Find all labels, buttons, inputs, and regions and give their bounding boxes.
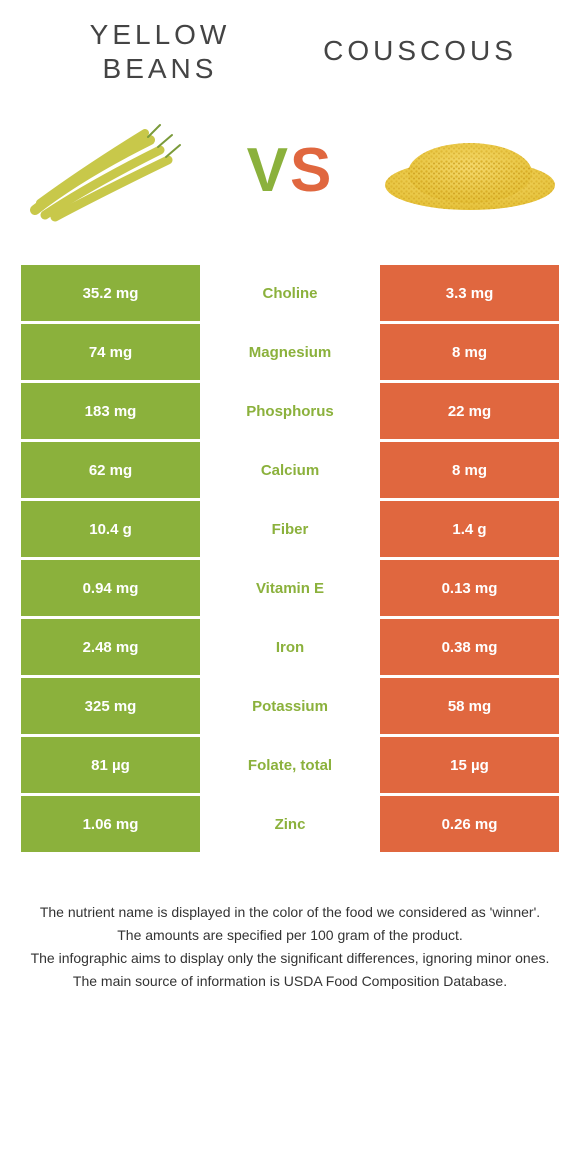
hero-row: VS [0, 105, 580, 265]
nutrient-row: 325 mgPotassium58 mg [21, 678, 559, 734]
vs-v: V [247, 135, 290, 206]
nutrient-value-right: 3.3 mg [380, 265, 559, 321]
nutrient-row: 10.4 gFiber1.4 g [21, 501, 559, 557]
nutrient-row: 62 mgCalcium8 mg [21, 442, 559, 498]
nutrient-value-left: 2.48 mg [21, 619, 200, 675]
nutrient-value-right: 0.26 mg [380, 796, 559, 852]
nutrient-value-left: 10.4 g [21, 501, 200, 557]
nutrient-label: Calcium [200, 442, 380, 498]
food-title-left: YELLOW BEANS [30, 10, 290, 85]
nutrient-value-right: 15 µg [380, 737, 559, 793]
nutrient-value-right: 58 mg [380, 678, 559, 734]
nutrient-label: Vitamin E [200, 560, 380, 616]
nutrient-value-right: 1.4 g [380, 501, 559, 557]
nutrient-value-right: 22 mg [380, 383, 559, 439]
nutrient-value-left: 183 mg [21, 383, 200, 439]
footnote-line: The amounts are specified per 100 gram o… [30, 925, 550, 946]
food-image-left [20, 115, 200, 225]
footnote-line: The nutrient name is displayed in the co… [30, 902, 550, 923]
nutrient-value-left: 62 mg [21, 442, 200, 498]
nutrient-row: 183 mgPhosphorus22 mg [21, 383, 559, 439]
nutrient-row: 2.48 mgIron0.38 mg [21, 619, 559, 675]
footnotes: The nutrient name is displayed in the co… [0, 882, 580, 1034]
nutrient-value-right: 0.38 mg [380, 619, 559, 675]
nutrient-table: 35.2 mgCholine3.3 mg74 mgMagnesium8 mg18… [21, 265, 559, 852]
nutrient-label: Folate, total [200, 737, 380, 793]
nutrient-value-left: 325 mg [21, 678, 200, 734]
nutrient-label: Magnesium [200, 324, 380, 380]
food-title-right: COUSCOUS [290, 10, 550, 68]
nutrient-value-right: 8 mg [380, 442, 559, 498]
nutrient-value-left: 1.06 mg [21, 796, 200, 852]
footnote-line: The main source of information is USDA F… [30, 971, 550, 992]
food-title-left-line2: BEANS [30, 52, 290, 86]
food-image-right [380, 115, 560, 225]
nutrient-value-right: 8 mg [380, 324, 559, 380]
food-title-left-line1: YELLOW [30, 18, 290, 52]
nutrient-value-left: 0.94 mg [21, 560, 200, 616]
nutrient-label: Fiber [200, 501, 380, 557]
nutrient-row: 81 µgFolate, total15 µg [21, 737, 559, 793]
nutrient-label: Phosphorus [200, 383, 380, 439]
vs-s: S [290, 135, 333, 206]
nutrient-label: Choline [200, 265, 380, 321]
nutrient-row: 35.2 mgCholine3.3 mg [21, 265, 559, 321]
nutrient-row: 1.06 mgZinc0.26 mg [21, 796, 559, 852]
nutrient-value-left: 35.2 mg [21, 265, 200, 321]
nutrient-row: 74 mgMagnesium8 mg [21, 324, 559, 380]
header: YELLOW BEANS COUSCOUS [0, 0, 580, 105]
vs-label: VS [247, 135, 334, 206]
nutrient-row: 0.94 mgVitamin E0.13 mg [21, 560, 559, 616]
nutrient-label: Potassium [200, 678, 380, 734]
nutrient-value-right: 0.13 mg [380, 560, 559, 616]
nutrient-value-left: 81 µg [21, 737, 200, 793]
nutrient-value-left: 74 mg [21, 324, 200, 380]
nutrient-label: Iron [200, 619, 380, 675]
nutrient-label: Zinc [200, 796, 380, 852]
footnote-line: The infographic aims to display only the… [30, 948, 550, 969]
